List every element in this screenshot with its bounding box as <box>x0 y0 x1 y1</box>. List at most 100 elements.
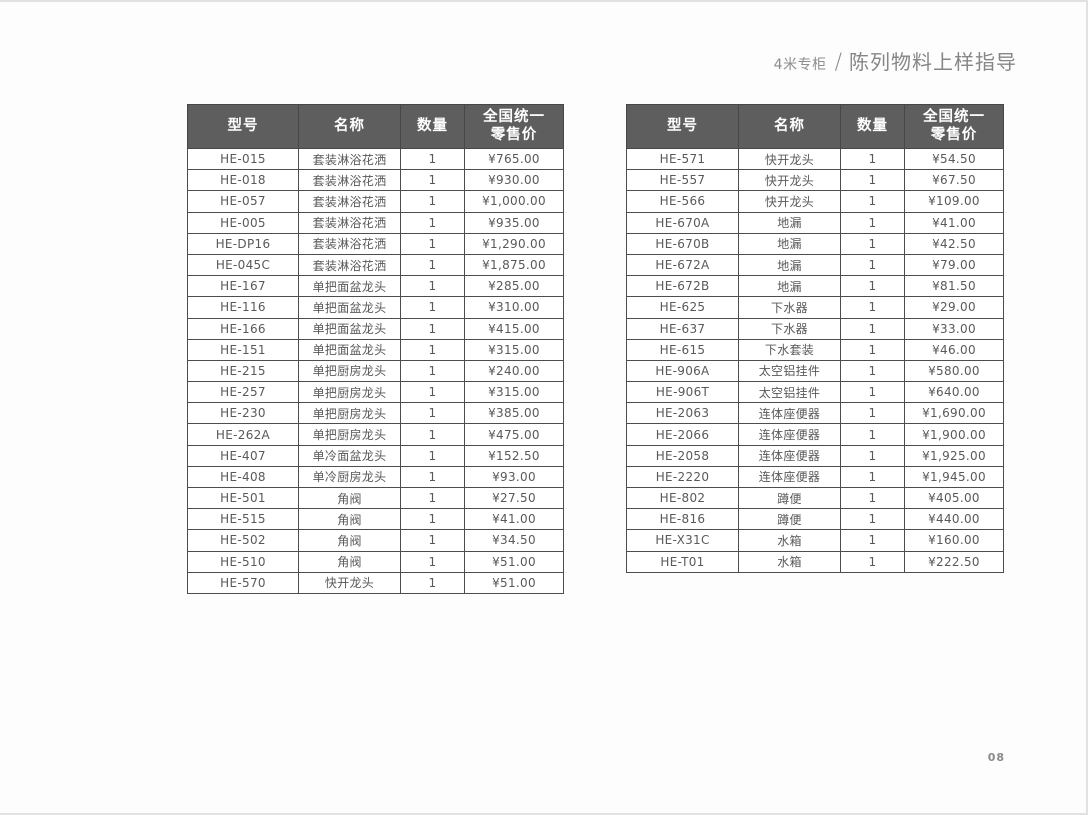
scan-edge-right <box>1086 0 1088 815</box>
cell-model: HE-615 <box>626 338 739 361</box>
table-row: HE-501 角阀 1 ¥27.50 <box>187 486 564 510</box>
cell-model: HE-166 <box>187 317 299 340</box>
cell-name: 套装淋浴花洒 <box>298 211 401 234</box>
table-row: HE-571 快开龙头 1 ¥54.50 <box>626 147 1004 171</box>
cell-price: ¥240.00 <box>464 359 564 383</box>
cell-name: 太空铝挂件 <box>738 381 841 404</box>
cell-price: ¥152.50 <box>464 444 564 467</box>
table-row: HE-2063 连体座便器 1 ¥1,690.00 <box>626 402 1004 425</box>
table-row: HE-407 单冷面盆龙头 1 ¥152.50 <box>187 444 564 467</box>
cell-qty: 1 <box>840 232 905 255</box>
cell-name: 快开龙头 <box>738 147 841 171</box>
cell-qty: 1 <box>840 402 905 425</box>
table-row: HE-570 快开龙头 1 ¥51.00 <box>187 571 564 594</box>
cell-name: 快开龙头 <box>738 190 841 213</box>
cell-model: HE-2058 <box>626 444 739 467</box>
cell-price: ¥27.50 <box>464 486 564 510</box>
cell-name: 单把面盆龙头 <box>298 275 401 298</box>
cell-model: HE-167 <box>187 275 299 298</box>
cell-qty: 1 <box>400 190 465 213</box>
col-header-price: 全国统一 零售价 <box>464 104 564 149</box>
cell-qty: 1 <box>840 190 905 213</box>
cell-name: 角阀 <box>298 550 401 573</box>
cell-price: ¥79.00 <box>904 253 1004 277</box>
cell-price: ¥54.50 <box>904 147 1004 171</box>
cell-model: HE-005 <box>187 211 299 234</box>
cell-name: 单把厨房龙头 <box>298 359 401 383</box>
cell-qty: 1 <box>400 359 465 383</box>
cell-name: 单把面盆龙头 <box>298 317 401 340</box>
cell-name: 角阀 <box>298 486 401 510</box>
table-row: HE-005 套装淋浴花洒 1 ¥935.00 <box>187 211 564 234</box>
cell-price: ¥160.00 <box>904 529 1004 552</box>
cell-model: HE-X31C <box>626 529 739 552</box>
cell-name: 单把厨房龙头 <box>298 381 401 404</box>
cell-price: ¥29.00 <box>904 296 1004 319</box>
cell-model: HE-2063 <box>626 402 739 425</box>
cell-price: ¥109.00 <box>904 190 1004 213</box>
cell-model: HE-906T <box>626 381 739 404</box>
cell-model: HE-571 <box>626 147 739 171</box>
cell-model: HE-T01 <box>626 550 739 573</box>
cell-price: ¥475.00 <box>464 423 564 446</box>
table-row: HE-018 套装淋浴花洒 1 ¥930.00 <box>187 169 564 192</box>
col-header-price-line2: 零售价 <box>930 126 978 143</box>
table-row: HE-802 蹲便 1 ¥405.00 <box>626 486 1004 510</box>
cell-qty: 1 <box>840 423 905 446</box>
price-table-left: 型号 名称 数量 全国统一 零售价 HE-015 套装淋浴花洒 1 ¥765.00 HE… <box>187 104 564 594</box>
cell-qty: 1 <box>840 444 905 467</box>
cell-qty: 1 <box>400 169 465 192</box>
cell-name: 快开龙头 <box>738 169 841 192</box>
table-row: HE-637 下水器 1 ¥33.00 <box>626 317 1004 340</box>
cell-price: ¥310.00 <box>464 296 564 319</box>
price-table-right: 型号 名称 数量 全国统一 零售价 HE-571 快开龙头 1 ¥54.50 HE-55… <box>626 104 1004 573</box>
table-row: HE-2058 连体座便器 1 ¥1,925.00 <box>626 444 1004 467</box>
table-row: HE-2066 连体座便器 1 ¥1,900.00 <box>626 423 1004 446</box>
cell-price: ¥930.00 <box>464 169 564 192</box>
table-row: HE-510 角阀 1 ¥51.00 <box>187 550 564 573</box>
cell-qty: 1 <box>400 465 465 489</box>
cell-price: ¥1,000.00 <box>464 190 564 213</box>
table-body-right: HE-571 快开龙头 1 ¥54.50 HE-557 快开龙头 1 ¥67.50 HE-566… <box>626 147 1004 573</box>
cell-model: HE-570 <box>187 571 299 594</box>
cell-model: HE-407 <box>187 444 299 467</box>
cell-price: ¥640.00 <box>904 381 1004 404</box>
table-row: HE-DP16 套装淋浴花洒 1 ¥1,290.00 <box>187 232 564 255</box>
cell-qty: 1 <box>840 211 905 234</box>
cell-price: ¥42.50 <box>904 232 1004 255</box>
cell-model: HE-670A <box>626 211 739 234</box>
cell-price: ¥51.00 <box>464 550 564 573</box>
col-header-price-line2: 零售价 <box>490 126 538 143</box>
cell-price: ¥1,875.00 <box>464 253 564 277</box>
cell-qty: 1 <box>400 232 465 255</box>
table-row: HE-262A 单把厨房龙头 1 ¥475.00 <box>187 423 564 446</box>
cell-qty: 1 <box>840 465 905 489</box>
cell-price: ¥1,690.00 <box>904 402 1004 425</box>
cell-qty: 1 <box>840 275 905 298</box>
cell-price: ¥81.50 <box>904 275 1004 298</box>
cell-name: 下水器 <box>738 296 841 319</box>
cell-qty: 1 <box>400 423 465 446</box>
table-row: HE-672B 地漏 1 ¥81.50 <box>626 275 1004 298</box>
table-row: HE-906A 太空铝挂件 1 ¥580.00 <box>626 359 1004 383</box>
cell-model: HE-672B <box>626 275 739 298</box>
cell-price: ¥34.50 <box>464 529 564 552</box>
page-header: 4米专柜 / 陈列物料上样指导 <box>774 46 1017 75</box>
table-row: HE-672A 地漏 1 ¥79.00 <box>626 253 1004 277</box>
cell-price: ¥285.00 <box>464 275 564 298</box>
table-header-row: 型号 名称 数量 全国统一 零售价 <box>187 104 564 149</box>
cell-qty: 1 <box>400 486 465 510</box>
table-row: HE-T01 水箱 1 ¥222.50 <box>626 550 1004 573</box>
cell-qty: 1 <box>400 147 465 171</box>
cell-qty: 1 <box>840 317 905 340</box>
table-header-row: 型号 名称 数量 全国统一 零售价 <box>626 104 1004 149</box>
cell-model: HE-502 <box>187 529 299 552</box>
cell-price: ¥315.00 <box>464 381 564 404</box>
cell-price: ¥765.00 <box>464 147 564 171</box>
cell-name: 水箱 <box>738 529 841 552</box>
cell-name: 下水套装 <box>738 338 841 361</box>
cell-model: HE-625 <box>626 296 739 319</box>
cell-model: HE-DP16 <box>187 232 299 255</box>
cell-qty: 1 <box>400 381 465 404</box>
cell-price: ¥1,290.00 <box>464 232 564 255</box>
